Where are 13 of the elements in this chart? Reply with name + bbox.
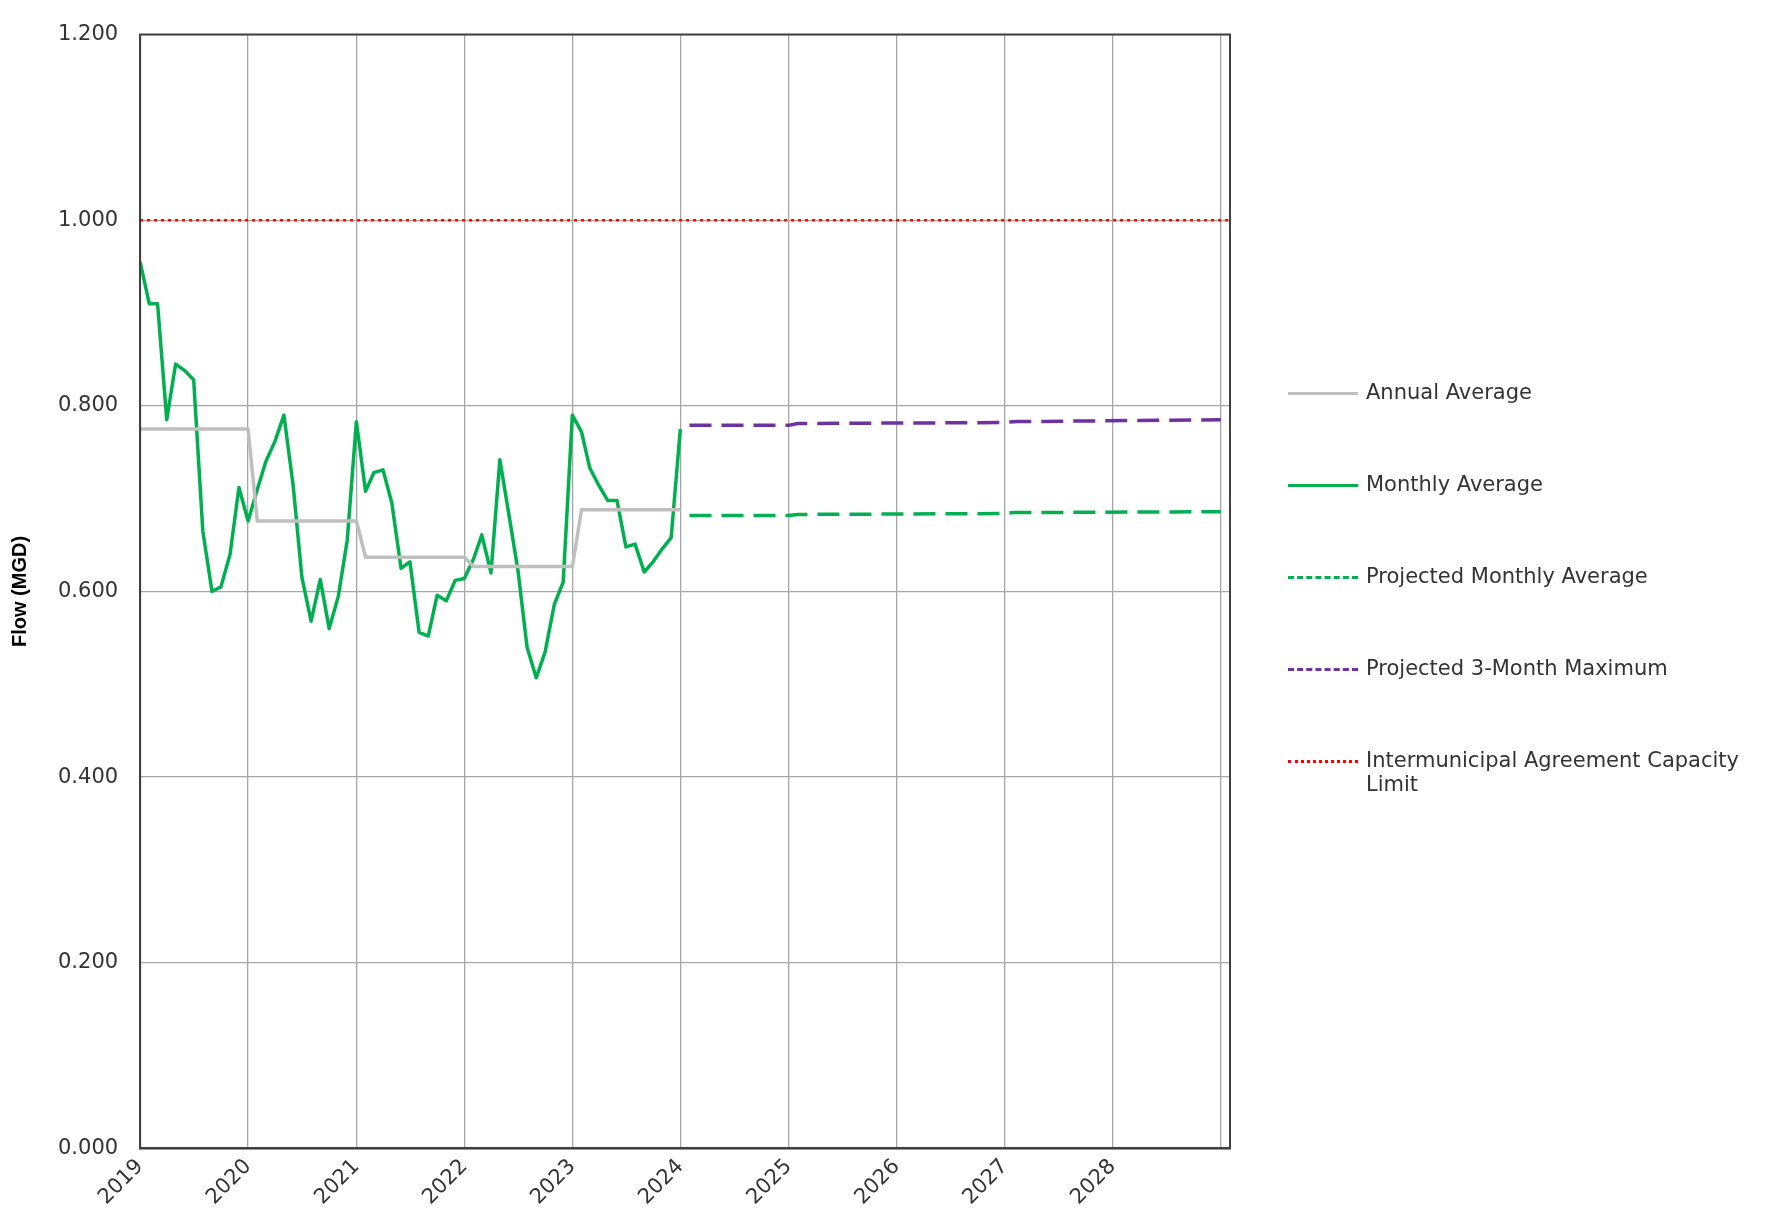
legend-label: Intermunicipal Agreement Capacity Limit — [1366, 748, 1740, 796]
y-axis-title: Flow (MGD) — [7, 535, 30, 648]
y-tick-label: 0.800 — [57, 392, 119, 417]
y-tick-label: 1.000 — [57, 206, 119, 231]
legend-label: Monthly Average — [1366, 472, 1543, 496]
legend-label: Projected Monthly Average — [1366, 564, 1648, 588]
y-tick-label: 0.200 — [57, 949, 119, 974]
y-tick-label: 1.200 — [57, 21, 119, 46]
legend-label: Annual Average — [1366, 380, 1532, 404]
y-tick-label: 0.400 — [57, 763, 119, 788]
legend-label: Projected 3-Month Maximum — [1366, 656, 1668, 680]
y-tick-label: 0.000 — [57, 1134, 119, 1159]
y-tick-label: 0.600 — [57, 577, 119, 602]
